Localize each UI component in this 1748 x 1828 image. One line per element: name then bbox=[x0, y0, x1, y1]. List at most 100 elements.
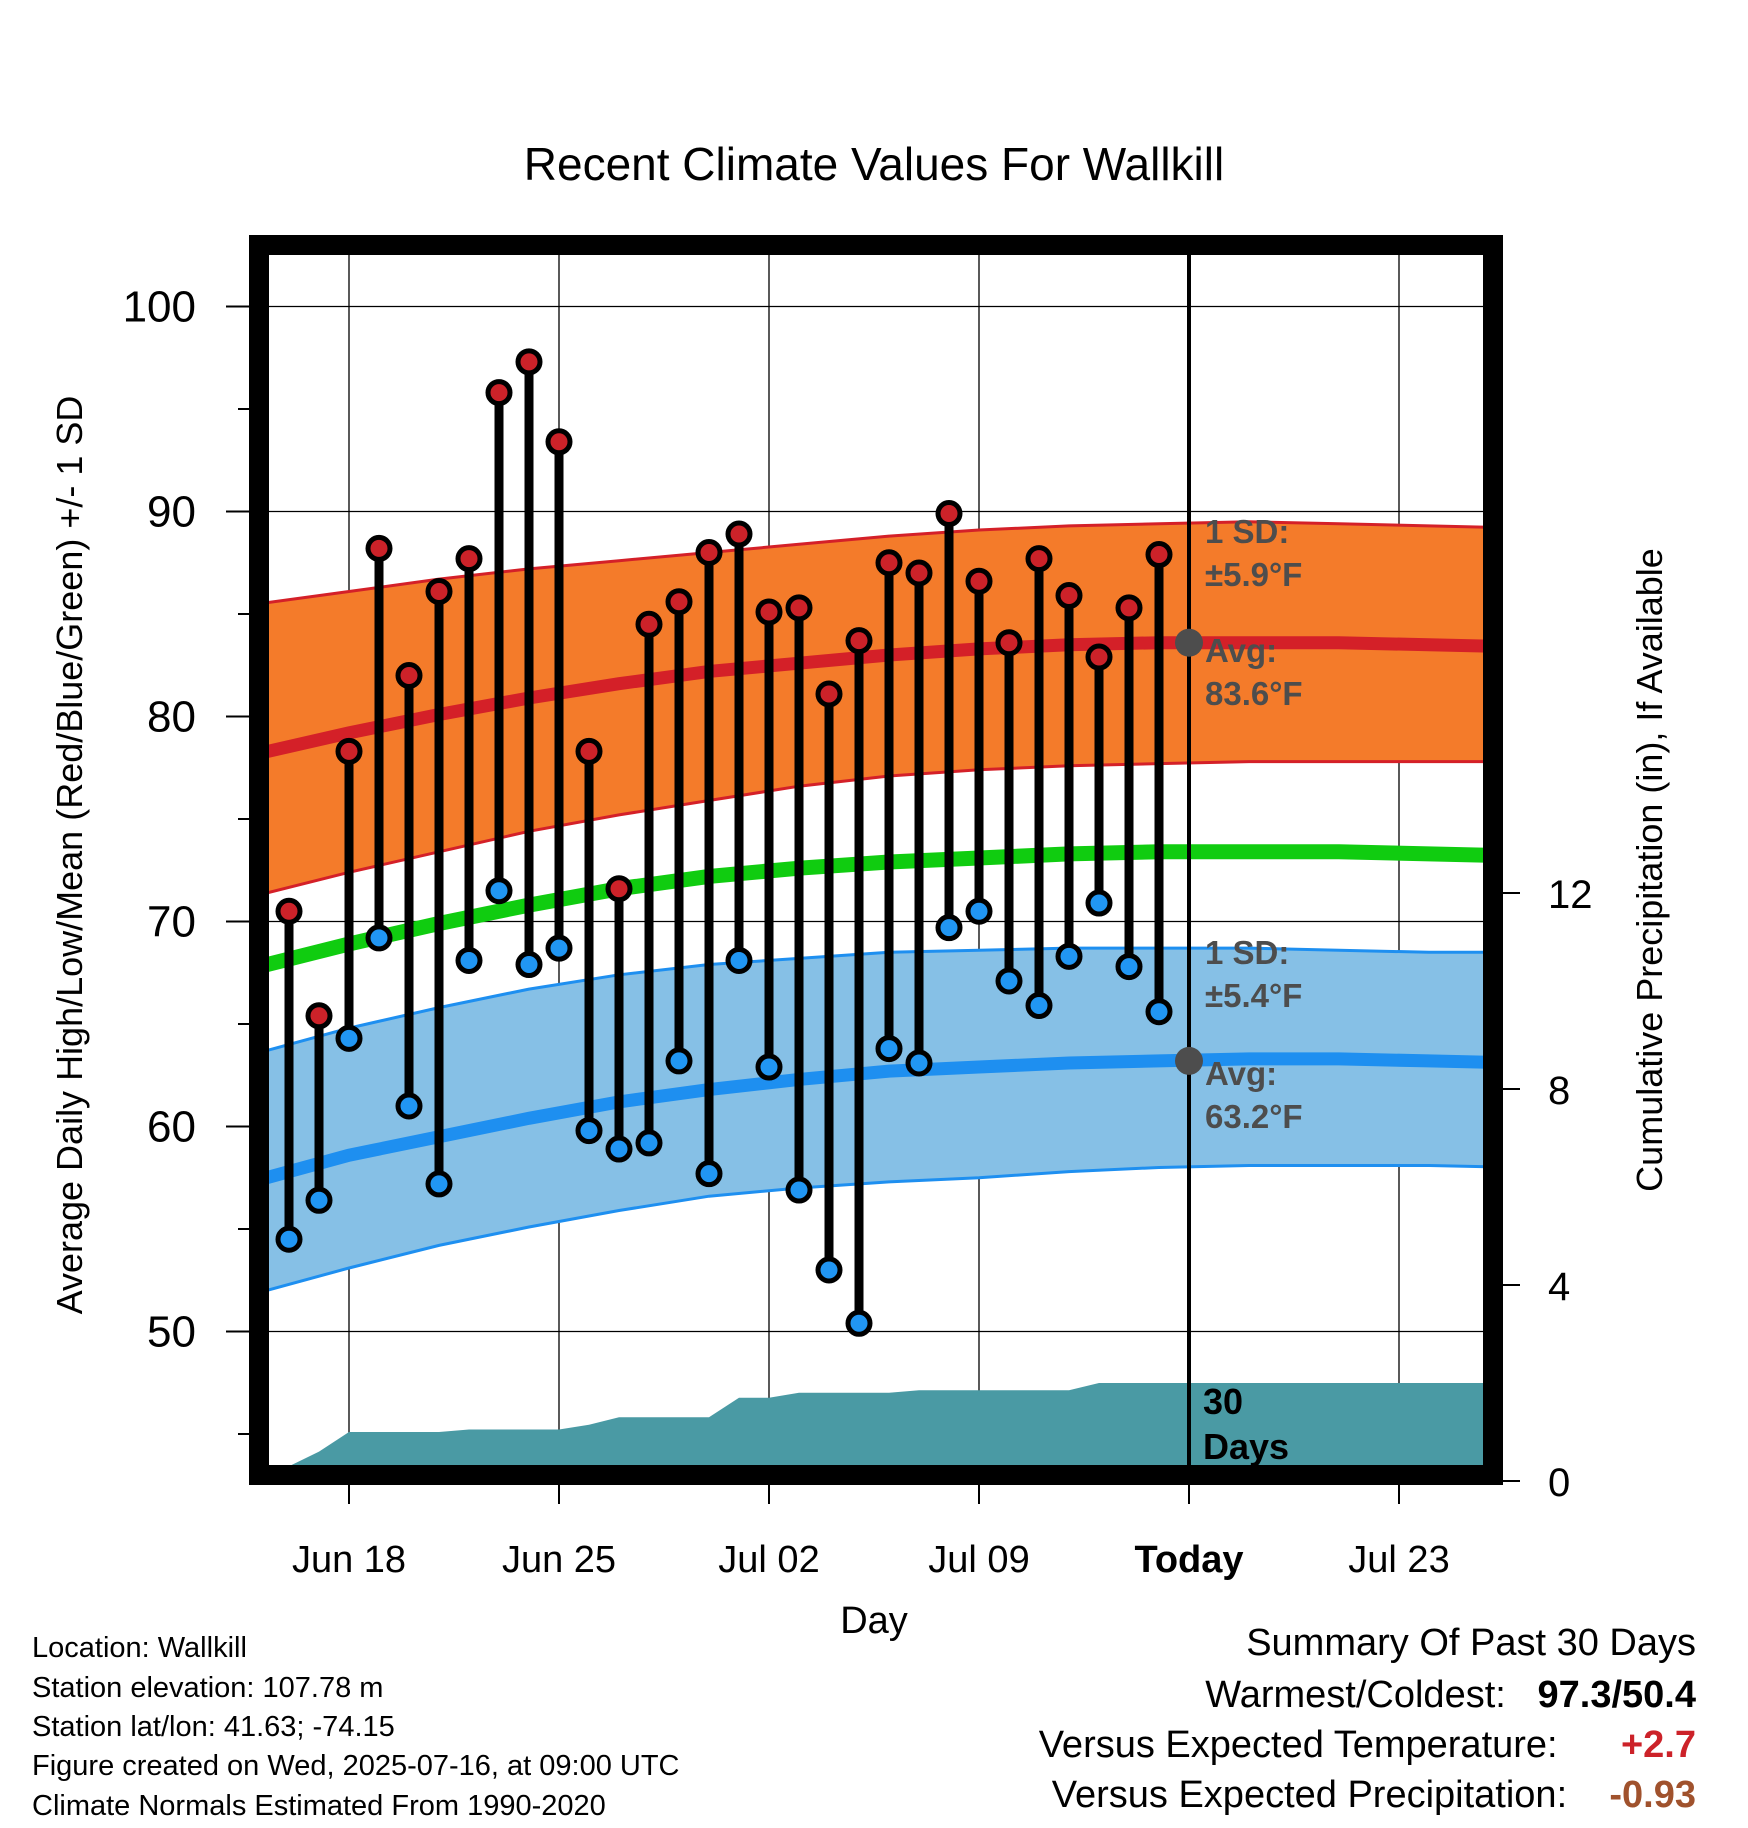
daily-high-point bbox=[665, 588, 693, 616]
y-axis-label-right: Cumulative Precipitation (in), If Availa… bbox=[1629, 548, 1670, 1192]
summary-temp-value: +2.7 bbox=[1620, 1724, 1696, 1766]
summary-title-text: Summary Of Past 30 Days bbox=[1246, 1622, 1696, 1664]
precipitation-area bbox=[259, 1383, 1493, 1475]
low-band-lower-edge bbox=[259, 1164, 1493, 1294]
daily-low-point bbox=[875, 1035, 903, 1063]
daily-low-point bbox=[605, 1135, 633, 1163]
daily-low-point bbox=[965, 897, 993, 925]
daily-high-point bbox=[1115, 594, 1143, 622]
daily-high-point bbox=[395, 662, 423, 689]
today-high-avg-marker bbox=[1175, 628, 1203, 657]
daily-low-point bbox=[395, 1092, 423, 1120]
y-tick-label-left: 90 bbox=[147, 488, 196, 537]
info-normals: Climate Normals Estimated From 1990-2020 bbox=[32, 1790, 606, 1822]
daily-high-point bbox=[725, 520, 753, 548]
y-axis-label-left: Average Daily High/Low/Mean (Red/Blue/Gr… bbox=[49, 396, 90, 1315]
summary-warmest-value: 97.3/50.4 bbox=[1537, 1674, 1696, 1716]
x-tick-label: Jun 18 bbox=[292, 1539, 406, 1581]
daily-low-point bbox=[725, 946, 753, 974]
summary-temp: Versus Expected Temperature: +2.7 bbox=[1039, 1724, 1696, 1767]
daily-high-point bbox=[1085, 643, 1113, 671]
x-tick-label: Jul 09 bbox=[928, 1539, 1029, 1581]
daily-low-point bbox=[635, 1129, 663, 1157]
daily-high-point bbox=[845, 627, 873, 655]
y-tick-label-right: 0 bbox=[1548, 1461, 1570, 1505]
info-latlon: Station lat/lon: 41.63; -74.15 bbox=[32, 1711, 395, 1743]
x-tick-label: Jul 23 bbox=[1348, 1539, 1449, 1581]
low-avg-label: Avg: bbox=[1205, 1055, 1277, 1092]
low-sd-value: ±5.4°F bbox=[1205, 977, 1302, 1014]
daily-low-point bbox=[335, 1024, 363, 1052]
daily-high-point bbox=[545, 428, 573, 456]
daily-low-point bbox=[485, 877, 513, 905]
daily-low-point bbox=[1115, 953, 1143, 981]
high-avg-label: Avg: bbox=[1205, 632, 1277, 669]
high-avg-value: 83.6°F bbox=[1205, 675, 1303, 712]
daily-low-point bbox=[515, 951, 543, 979]
low-avg-value: 63.2°F bbox=[1205, 1098, 1303, 1135]
y-tick-label-left: 70 bbox=[147, 898, 196, 947]
high-sd-band bbox=[259, 521, 1493, 895]
daily-low-point bbox=[1085, 889, 1113, 917]
daily-high-point bbox=[935, 500, 963, 528]
daily-high-point bbox=[695, 539, 723, 566]
daily-low-point bbox=[1055, 942, 1083, 970]
daily-low-point bbox=[845, 1309, 873, 1337]
daily-low-point bbox=[305, 1186, 333, 1214]
daily-high-point bbox=[455, 545, 483, 573]
y-tick-label-left: 100 bbox=[123, 283, 196, 332]
chart-title: Recent Climate Values For Wallkill bbox=[524, 138, 1224, 190]
y-tick-label-right: 8 bbox=[1548, 1069, 1570, 1113]
summary-warmest-label: Warmest/Coldest: bbox=[1205, 1674, 1506, 1716]
info-elevation: Station elevation: 107.78 m bbox=[32, 1672, 384, 1704]
daily-high-point bbox=[995, 629, 1023, 657]
annotations: 1 SD: ±5.9°F Avg: 83.6°F 1 SD: ±5.4°F Avg: 63.2… bbox=[1175, 513, 1303, 1467]
daily-low-point bbox=[575, 1117, 603, 1145]
daily-low-point bbox=[695, 1160, 723, 1188]
daily-high-point bbox=[755, 598, 783, 626]
daily-high-point bbox=[575, 737, 603, 765]
x-axis-label: Day bbox=[840, 1600, 908, 1642]
daily-high-point bbox=[1055, 582, 1083, 610]
daily-high-point bbox=[965, 567, 993, 595]
x-tick-label: Jul 02 bbox=[718, 1539, 819, 1581]
summary-precip-value: -0.93 bbox=[1609, 1774, 1696, 1816]
y-tick-label-left: 80 bbox=[147, 693, 196, 742]
daily-high-point bbox=[425, 577, 453, 605]
daily-low-point bbox=[365, 924, 393, 952]
low-sd-label: 1 SD: bbox=[1205, 934, 1289, 971]
y-tick-label-left: 50 bbox=[147, 1308, 196, 1357]
axes: 50 60 70 80 90 100 0 4 8 12 Jun 18 Jun 25 Jul 02 Jul … bbox=[123, 283, 1593, 1582]
daily-low-point bbox=[275, 1225, 303, 1253]
summary-title: Summary Of Past 30 Days bbox=[1246, 1622, 1696, 1665]
y-tick-label-left: 60 bbox=[147, 1103, 196, 1152]
high-sd-label: 1 SD: bbox=[1205, 513, 1289, 550]
daily-low-point bbox=[1025, 992, 1053, 1020]
daily-high-point bbox=[875, 549, 903, 577]
daily-range-bars bbox=[275, 348, 1173, 1337]
summary-temp-label: Versus Expected Temperature: bbox=[1038, 1724, 1558, 1766]
daily-low-point bbox=[995, 967, 1023, 995]
daily-high-point bbox=[515, 348, 543, 376]
daily-low-point bbox=[755, 1053, 783, 1081]
days-count-label: 30 bbox=[1203, 1381, 1243, 1422]
info-location: Location: Wallkill bbox=[32, 1632, 247, 1664]
summary-warmest: Warmest/Coldest: 97.3/50.4 bbox=[1205, 1674, 1696, 1717]
daily-high-point bbox=[605, 875, 633, 903]
summary-precip-label: Versus Expected Precipitation: bbox=[1051, 1774, 1568, 1816]
daily-low-point bbox=[815, 1256, 843, 1284]
days-word-label: Days bbox=[1203, 1426, 1289, 1467]
daily-high-point bbox=[485, 379, 513, 407]
normal-low-line bbox=[259, 1052, 1493, 1187]
high-sd-value: ±5.9°F bbox=[1205, 556, 1302, 593]
daily-high-point bbox=[635, 610, 663, 638]
daily-low-point bbox=[545, 934, 573, 962]
daily-high-point bbox=[305, 1002, 333, 1030]
y-tick-label-right: 12 bbox=[1548, 873, 1593, 917]
x-tick-label: Jun 25 bbox=[502, 1539, 616, 1581]
low-sd-band bbox=[259, 948, 1493, 1293]
daily-low-point bbox=[455, 946, 483, 974]
daily-low-point bbox=[425, 1170, 453, 1198]
daily-high-point bbox=[905, 559, 933, 587]
